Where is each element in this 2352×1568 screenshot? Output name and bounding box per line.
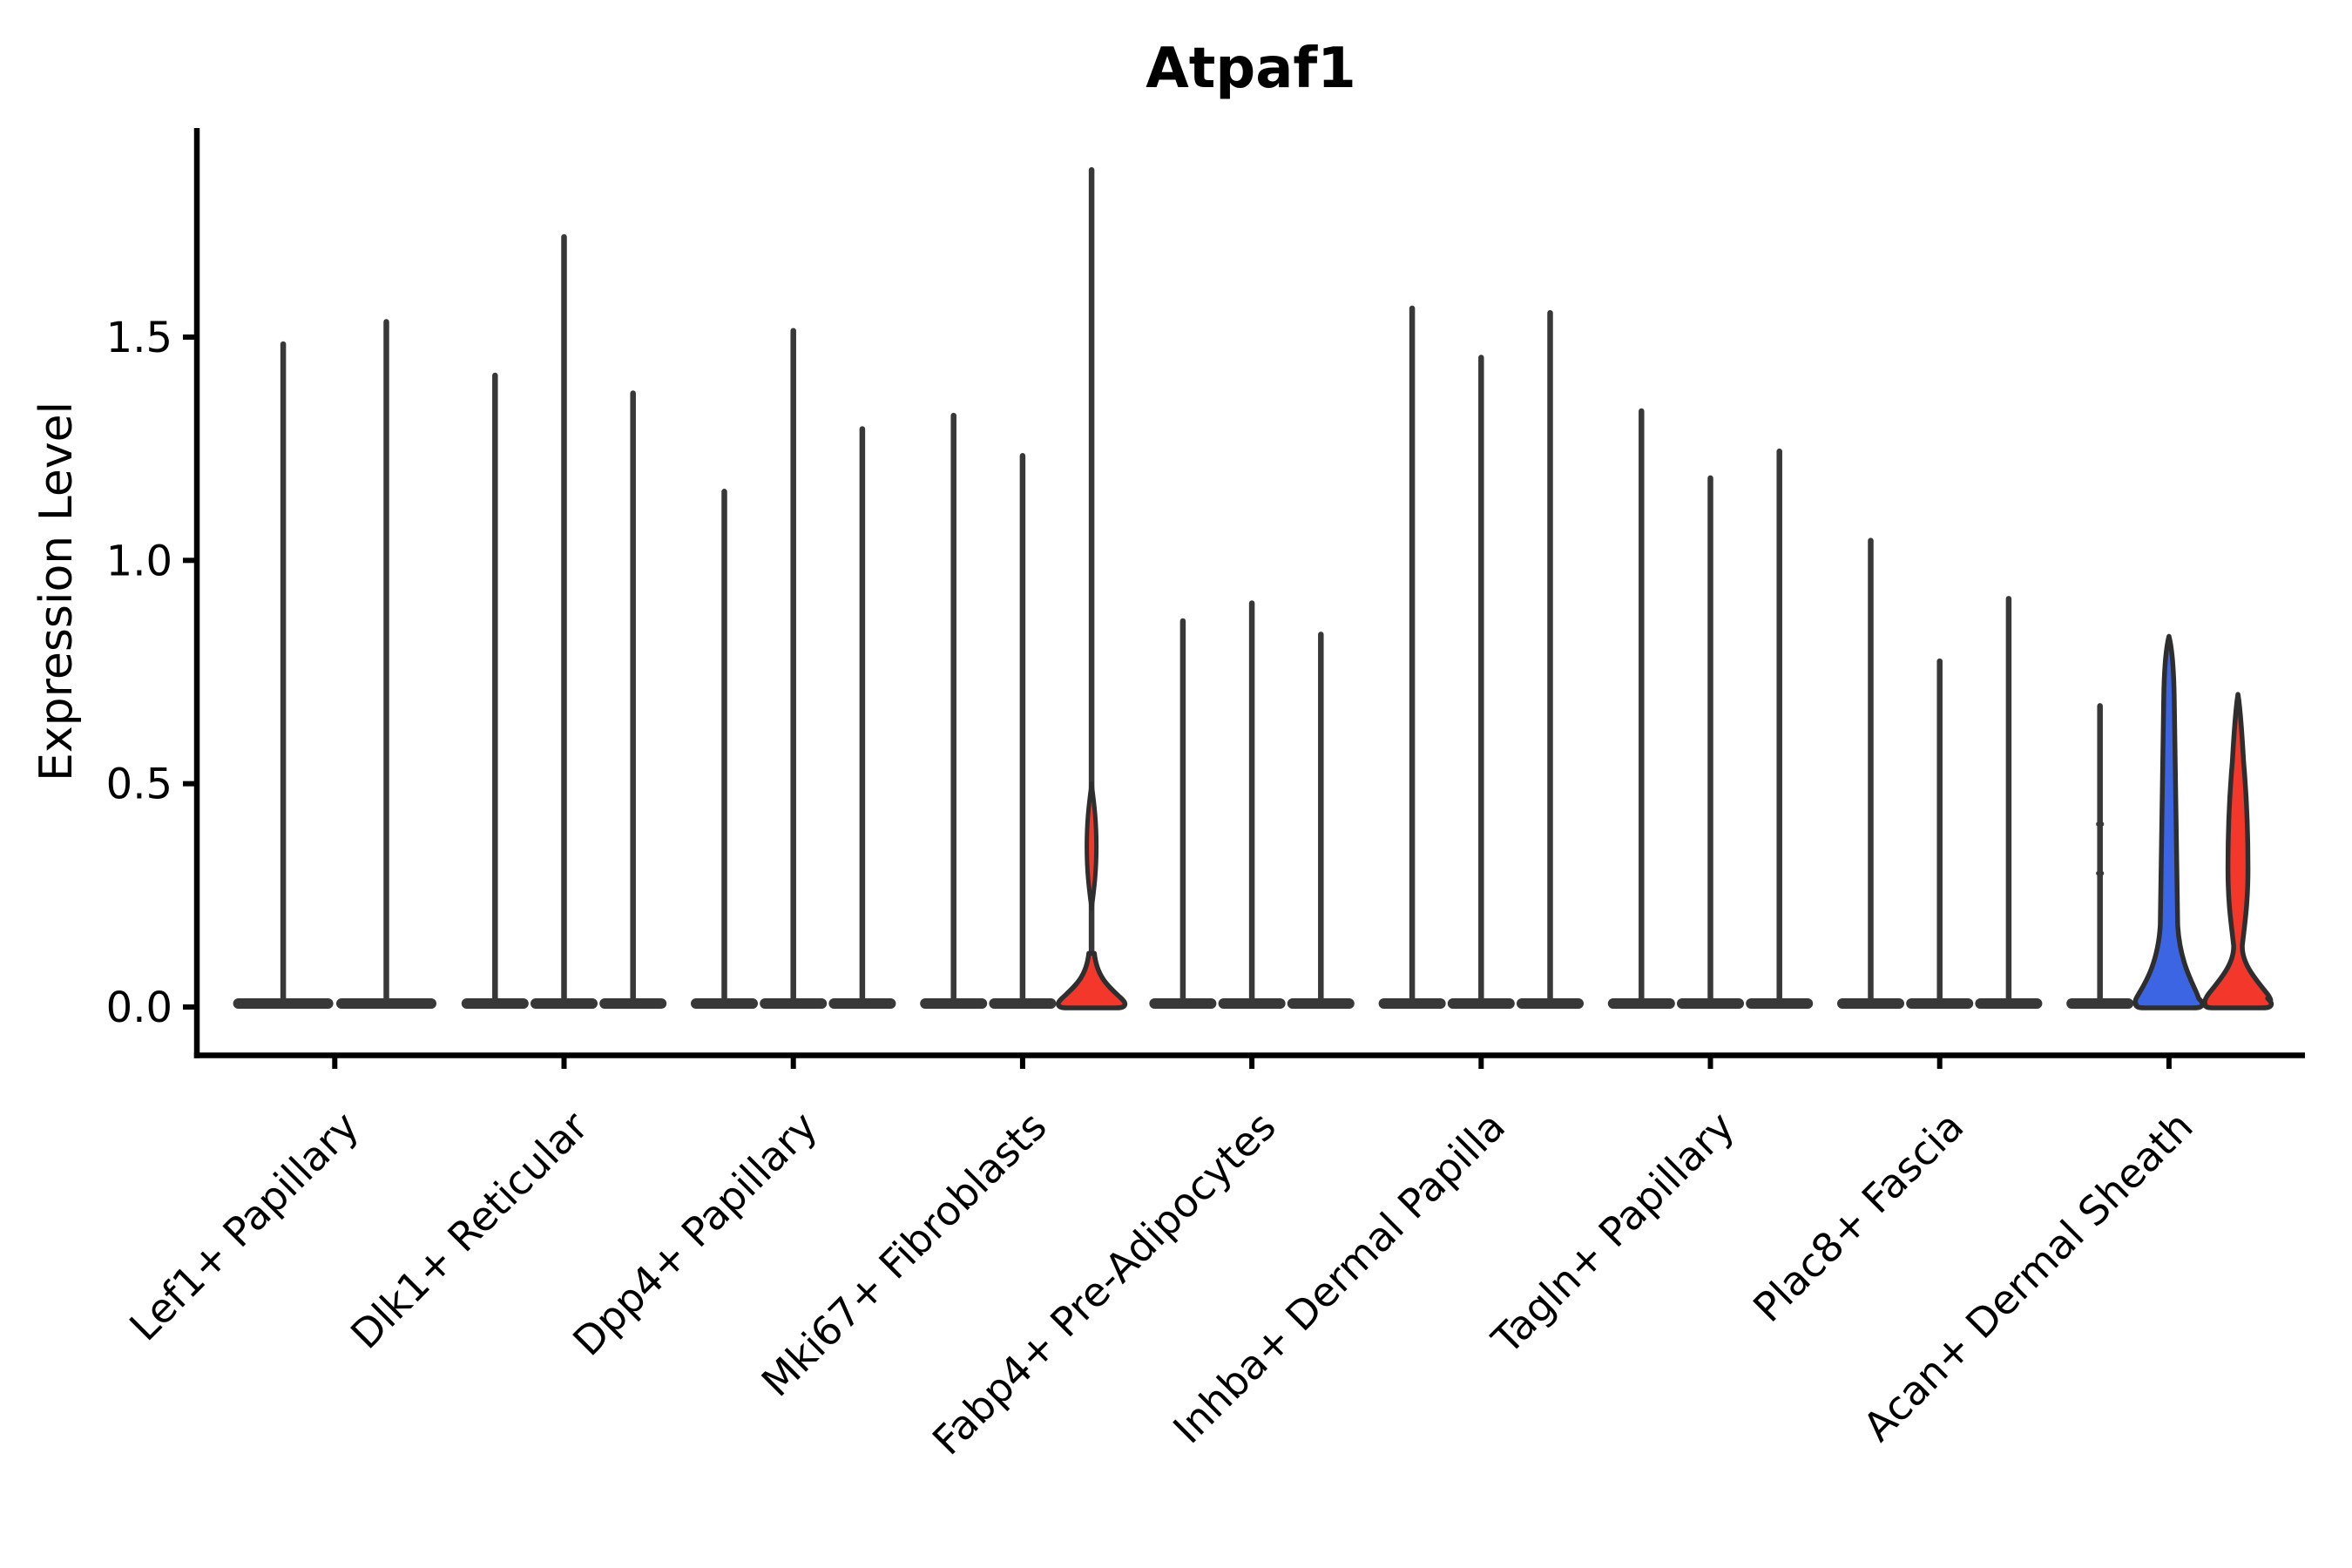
y-tick-label: 0.0	[106, 983, 172, 1032]
violin-jitter-mark	[2096, 871, 2105, 875]
violin-highlighted-blue	[2132, 633, 2205, 1010]
x-category-label: Lef1+ Papillary	[120, 1103, 368, 1350]
violin-bulge-highlighted	[1085, 781, 1099, 911]
x-category-label: Dlk1+ Reticular	[341, 1103, 597, 1358]
violin-bell-highlighted	[1056, 950, 1128, 1010]
x-category-label: Dpp4+ Papillary	[564, 1103, 826, 1365]
y-axis-label: Expression Level	[30, 402, 83, 781]
violin-jitter-mark	[2096, 821, 2105, 827]
x-category-label: Tagln+ Papillary	[1483, 1103, 1744, 1364]
x-category-label: Plac8+ Fascia	[1744, 1103, 1972, 1331]
y-tick-label: 1.0	[106, 537, 172, 585]
y-tick-label: 0.5	[106, 760, 172, 809]
y-tick-label: 1.5	[106, 314, 172, 362]
violin-highlighted-red	[2201, 692, 2274, 1010]
chart-title: Atpaf1	[1146, 37, 1356, 101]
